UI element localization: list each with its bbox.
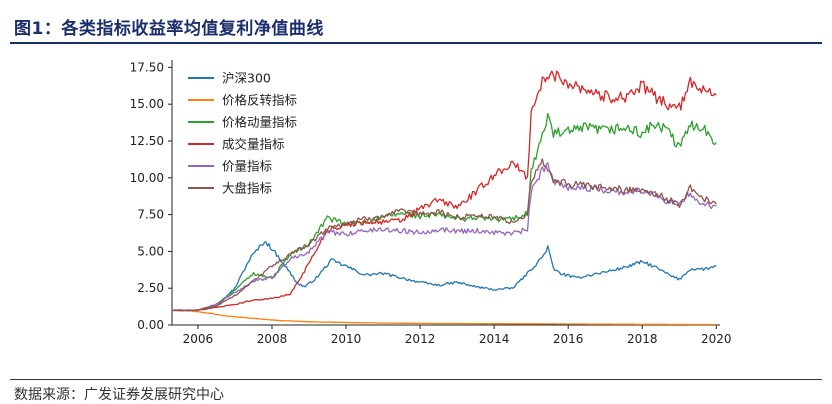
x-tick-label: 2016 [553, 332, 584, 346]
y-tick-label: 10.00 [130, 171, 164, 185]
line-chart: 0.00 2.50 5.00 7.50 10.00 12.50 15.00 17.50 2006… [130, 60, 732, 346]
series-line-3 [172, 70, 717, 312]
source-rule [10, 379, 822, 380]
series-line-4 [172, 162, 717, 312]
y-tick-label: 0.00 [137, 318, 164, 332]
y-tick-label: 5.00 [137, 244, 164, 258]
x-tick-label: 2008 [257, 332, 288, 346]
series-line-1 [171, 309, 717, 326]
series-line-0 [171, 241, 717, 312]
legend-label-5: 大盘指标 [222, 181, 272, 196]
source-note: 数据来源：广发证券发展研究中心 [14, 387, 224, 403]
y-tick-label: 2.50 [137, 281, 164, 295]
x-tick-label: 2014 [479, 332, 510, 346]
legend-label-3: 成交量指标 [222, 137, 285, 152]
x-tick-label: 2018 [627, 332, 658, 346]
legend-label-2: 价格动量指标 [222, 115, 297, 130]
legend-label-0: 沪深300 [222, 71, 271, 86]
y-tick-label: 12.50 [130, 134, 164, 148]
axes: 0.00 2.50 5.00 7.50 10.00 12.50 15.00 17.50 2006… [130, 60, 732, 346]
series-line-5 [172, 158, 717, 312]
series-line-2 [171, 112, 717, 312]
x-tick-label: 2020 [701, 332, 732, 346]
x-tick-label: 2010 [331, 332, 362, 346]
title-rule [10, 42, 822, 44]
series-layer [171, 70, 717, 326]
legend-label-4: 价量指标 [222, 159, 272, 174]
figure-title: 图1：各类指标收益率均值复利净值曲线 [14, 19, 324, 39]
x-tick-label: 2006 [183, 332, 214, 346]
y-tick-label: 17.50 [130, 60, 164, 74]
y-tick-label: 15.00 [130, 97, 164, 111]
legend-label-1: 价格反转指标 [222, 93, 297, 108]
y-tick-label: 7.50 [137, 208, 164, 222]
x-tick-label: 2012 [405, 332, 436, 346]
